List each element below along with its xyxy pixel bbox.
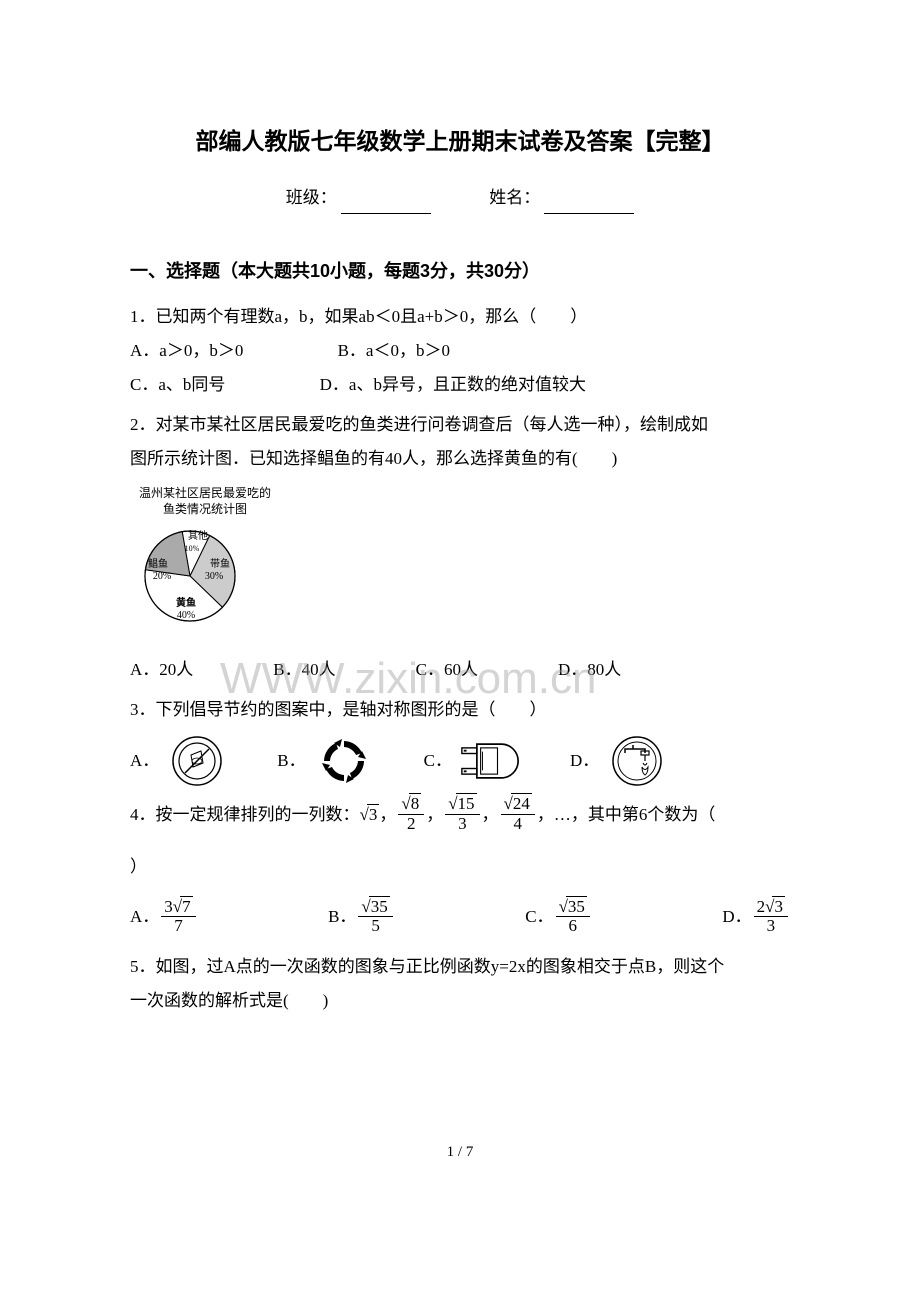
svg-text:30%: 30%: [205, 571, 223, 582]
q3-label-c: C．: [424, 744, 452, 778]
q4-opt-a: A． 377: [130, 898, 198, 936]
q3-icon-c: [460, 737, 520, 785]
q4-options: A． 377 B． 355 C． 356 D． 233: [130, 898, 790, 936]
name-blank[interactable]: [544, 197, 634, 214]
svg-text:鲳鱼: 鲳鱼: [148, 557, 168, 570]
q2-opt-c: C．60人: [416, 653, 478, 687]
class-blank[interactable]: [341, 197, 431, 214]
q1-opt-c: C．a、b同号: [130, 368, 225, 402]
q2-options: A．20人 B．40人 C．60人 D．80人 WWW.zixin.com.cn: [130, 653, 790, 687]
page-title: 部编人教版七年级数学上册期末试卷及答案【完整】: [130, 120, 790, 164]
q3-label-b: B．: [277, 744, 305, 778]
q3-label-d: D．: [570, 744, 599, 778]
name-label: 姓名：: [489, 188, 540, 207]
q4: 4．按一定规律排列的一列数： 3， 82， 153， 244 ，…，其中第6个数…: [130, 795, 790, 936]
q1: 1．已知两个有理数a，b，如果ab＜0且a+b＞0，那么（ ） A．a＞0，b＞…: [130, 300, 790, 402]
q3-stem: 3．下列倡导节约的图案中，是轴对称图形的是（ ）: [130, 693, 790, 727]
q3-icon-d: [607, 737, 667, 785]
q2-opt-d: D．80人: [558, 653, 621, 687]
q5-stem-1: 5．如图，过A点的一次函数的图象与正比例函数y=2x的图象相交于点B，则这个: [130, 950, 790, 984]
svg-text:20%: 20%: [153, 571, 171, 582]
q1-opt-b: B．a＜0，b＞0: [338, 334, 450, 368]
seq-4: 244: [501, 795, 535, 833]
q5-stem-2: 一次函数的解析式是( ): [130, 984, 790, 1018]
q2-chart-caption: 温州某社区居民最爱吃的 鱼类情况统计图: [130, 486, 280, 517]
q2-stem-1: 2．对某市某社区居民最爱吃的鱼类进行问卷调查后（每人选一种），绘制成如: [130, 408, 790, 442]
svg-text:黄鱼: 黄鱼: [176, 596, 196, 609]
q2-opt-b: B．40人: [273, 653, 335, 687]
q2: 2．对某市某社区居民最爱吃的鱼类进行问卷调查后（每人选一种），绘制成如 图所示统…: [130, 408, 790, 687]
q4-stem: 4．按一定规律排列的一列数： 3， 82， 153， 244 ，…，其中第6个数…: [130, 795, 790, 833]
section-1-heading: 一、选择题（本大题共10小题，每题3分，共30分）: [130, 254, 790, 288]
svg-text:其他: 其他: [188, 529, 208, 542]
q3-icon-b: [314, 737, 374, 785]
q4-opt-c: C． 356: [525, 898, 592, 936]
seq-1: 3: [360, 798, 380, 832]
q4-opt-d: D． 233: [722, 898, 790, 936]
q3: 3．下列倡导节约的图案中，是轴对称图形的是（ ） A． B．: [130, 693, 790, 785]
svg-text:40%: 40%: [177, 610, 195, 621]
seq-2: 82: [398, 795, 424, 833]
q3-icon-a: [167, 737, 227, 785]
page-number: 1 / 7: [130, 1138, 790, 1167]
q3-options: A． B．: [130, 737, 790, 785]
q2-stem-2: 图所示统计图．已知选择鲳鱼的有40人，那么选择黄鱼的有( ): [130, 442, 790, 476]
q1-opt-d: D．a、b异号，且正数的绝对值较大: [320, 368, 586, 402]
class-label: 班级：: [286, 188, 337, 207]
pie-chart-svg: 其他带鱼30% 黄鱼40% 鲳鱼20% 10%: [130, 521, 250, 631]
q1-stem: 1．已知两个有理数a，b，如果ab＜0且a+b＞0，那么（ ）: [130, 300, 790, 334]
svg-text:带鱼: 带鱼: [210, 557, 230, 570]
q2-chart: 温州某社区居民最爱吃的 鱼类情况统计图 其他带鱼30% 黄鱼40% 鲳鱼20% 10%: [130, 486, 280, 643]
q1-opt-a: A．a＞0，b＞0: [130, 334, 243, 368]
svg-text:10%: 10%: [185, 544, 200, 553]
seq-3: 153: [445, 795, 479, 833]
q2-opt-a: A．20人: [130, 653, 193, 687]
q3-label-a: A．: [130, 744, 159, 778]
q5: 5．如图，过A点的一次函数的图象与正比例函数y=2x的图象相交于点B，则这个 一…: [130, 950, 790, 1018]
header-line: 班级： 姓名：: [130, 182, 790, 214]
q4-opt-b: B． 355: [328, 898, 395, 936]
